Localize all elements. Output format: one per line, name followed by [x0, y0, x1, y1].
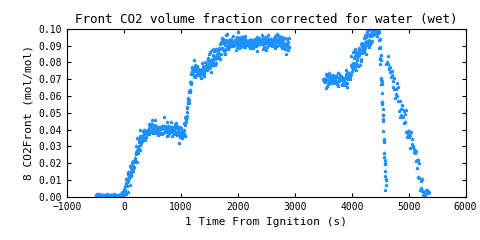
X-axis label: 1 Time From Ignition (s): 1 Time From Ignition (s)	[185, 217, 348, 227]
Title: Front CO2 volume fraction corrected for water (wet): Front CO2 volume fraction corrected for …	[75, 13, 457, 26]
Y-axis label: 8 CO2Front (mol/mol): 8 CO2Front (mol/mol)	[24, 45, 33, 180]
